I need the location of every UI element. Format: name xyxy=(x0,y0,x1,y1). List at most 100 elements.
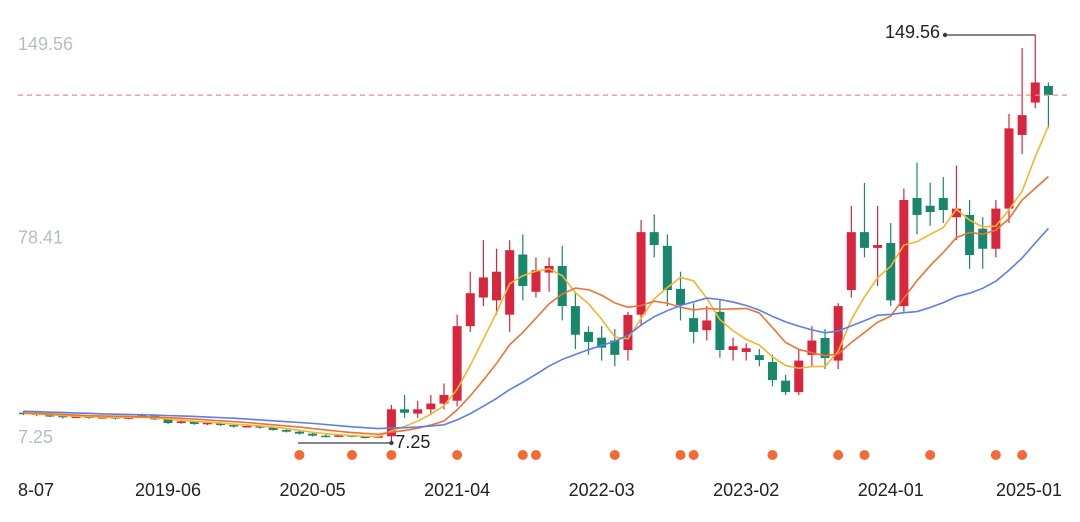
candle-body xyxy=(570,306,580,335)
candle-body xyxy=(202,422,212,425)
y-tick-label: 78.41 xyxy=(18,228,63,248)
candle-body xyxy=(71,416,81,418)
candle-body xyxy=(676,288,685,305)
event-marker xyxy=(294,450,305,460)
candle-body xyxy=(45,415,55,417)
candle-body xyxy=(938,198,948,211)
candle-body xyxy=(702,320,712,331)
event-marker xyxy=(386,450,397,460)
candle-body xyxy=(951,208,961,218)
candle-body xyxy=(781,380,791,393)
ma-line xyxy=(23,125,1050,438)
candle-body xyxy=(505,250,515,315)
candle-body xyxy=(1043,85,1053,96)
x-tick-label: 2024-01 xyxy=(858,480,924,500)
x-tick-label: 2023-02 xyxy=(713,480,779,500)
candle-body xyxy=(531,270,541,292)
event-marker xyxy=(688,450,699,460)
candle-body xyxy=(584,331,594,342)
candle-body xyxy=(176,421,186,424)
event-marker xyxy=(675,450,686,460)
candle-body xyxy=(255,425,265,428)
y-tick-label: 149.56 xyxy=(18,34,73,54)
event-marker xyxy=(833,450,844,460)
event-marker xyxy=(990,450,1001,460)
candle-body xyxy=(268,427,278,430)
candle-body xyxy=(360,436,370,439)
event-marker xyxy=(859,450,870,460)
candle-body xyxy=(321,435,331,438)
candle-body xyxy=(991,208,1001,249)
candle-body xyxy=(820,337,830,358)
candle-body xyxy=(636,232,646,315)
candle-body xyxy=(229,425,239,427)
candle-body xyxy=(846,232,856,291)
candle-body xyxy=(597,337,607,348)
candle-body xyxy=(794,360,804,393)
candle-body xyxy=(281,429,291,432)
event-marker xyxy=(517,450,528,460)
candle-body xyxy=(1030,82,1040,103)
candle-body xyxy=(308,433,318,436)
x-tick-label: 2022-03 xyxy=(569,480,635,500)
candle-body xyxy=(610,340,620,355)
candle-body xyxy=(426,403,436,410)
candle-body xyxy=(833,306,843,361)
candle-body xyxy=(807,340,817,355)
candle-body xyxy=(452,326,462,401)
event-marker xyxy=(452,450,463,460)
candle-body xyxy=(439,394,449,404)
candle-body xyxy=(978,228,988,249)
candle-body xyxy=(294,431,304,434)
candle-body xyxy=(965,214,975,256)
candle-body xyxy=(492,271,502,301)
candle-body xyxy=(912,198,922,215)
candle-body xyxy=(689,318,699,332)
max-label: 149.56 xyxy=(885,22,940,42)
candle-body xyxy=(1017,115,1027,135)
min-dot xyxy=(389,440,394,446)
ma-line xyxy=(23,227,1050,430)
candle-body xyxy=(216,422,226,426)
candle-body xyxy=(386,409,396,437)
x-tick-label: 2025-01 xyxy=(996,480,1062,500)
candle-body xyxy=(754,355,764,361)
candle-body xyxy=(767,362,777,381)
candle-body xyxy=(58,415,68,418)
event-marker xyxy=(925,450,936,460)
candle-body xyxy=(859,232,869,248)
candle-body xyxy=(623,314,633,350)
candle-body xyxy=(886,243,896,301)
candle-body xyxy=(478,277,488,298)
candle-body xyxy=(557,265,567,307)
min-label: 7.25 xyxy=(395,432,430,452)
x-tick-label: 2021-04 xyxy=(424,480,490,500)
candle-body xyxy=(518,254,528,287)
candle-body xyxy=(413,409,423,414)
candle-body xyxy=(189,421,199,424)
event-marker xyxy=(1017,450,1028,460)
event-marker xyxy=(530,450,541,460)
candle-body xyxy=(873,245,883,248)
candle-body xyxy=(741,348,751,352)
event-marker xyxy=(767,450,778,460)
event-marker xyxy=(609,450,620,460)
candle-body xyxy=(163,419,173,424)
candle-body xyxy=(925,205,935,213)
candle-body xyxy=(334,435,344,437)
ma-line xyxy=(23,175,1049,436)
candle-body xyxy=(1004,128,1014,209)
candle-body xyxy=(662,245,672,291)
x-tick-label: 2019-06 xyxy=(135,480,201,500)
y-tick-label: 7.25 xyxy=(18,427,53,447)
candle-body xyxy=(242,425,252,428)
max-dot xyxy=(942,32,948,38)
x-tick-label: 8-07 xyxy=(18,480,54,500)
candle-body xyxy=(400,409,410,413)
event-marker xyxy=(347,450,357,460)
x-tick-label: 2020-05 xyxy=(280,480,346,500)
candle-body xyxy=(899,200,909,307)
candle-body xyxy=(728,346,738,350)
